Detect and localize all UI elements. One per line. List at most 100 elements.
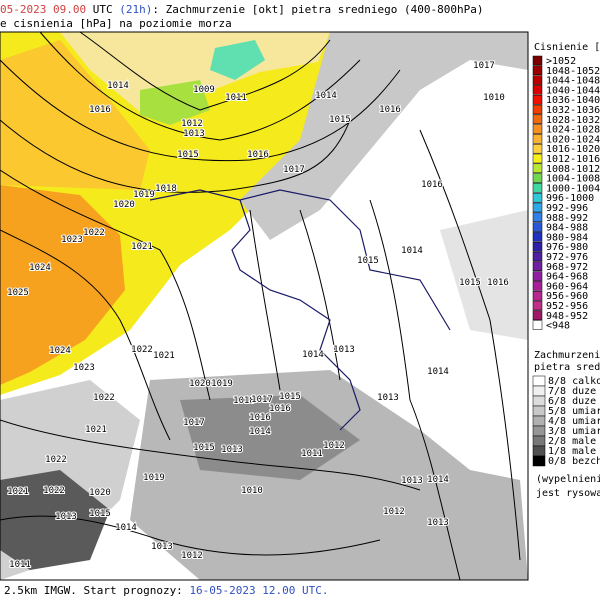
light-orange-zone [0, 40, 150, 190]
isobar-label: 1022 [45, 455, 67, 465]
isobar [369, 199, 461, 581]
cyan-zone [210, 40, 265, 80]
legend-label: 1/8 male [548, 446, 596, 457]
isobar-label: 1020 [113, 200, 135, 210]
legend-label: 1028-1032 [546, 115, 600, 126]
legend-label: 980-984 [546, 232, 588, 243]
green-zone [140, 80, 210, 125]
isobar [249, 209, 281, 391]
legend-label: >1052 [546, 56, 576, 67]
isobar-label: 1016 [249, 413, 271, 423]
isobar-label: 1011 [225, 93, 247, 103]
isobar-label: 1017 [183, 418, 205, 428]
legend-swatch [532, 251, 543, 262]
isobar [0, 515, 381, 556]
legend-note: jest rysowa [536, 488, 600, 499]
legend-swatch [532, 290, 543, 301]
isobar-label: 1013 [151, 542, 173, 552]
legend-label: 4/8 umiar [548, 416, 600, 427]
isobar-label: 1024 [29, 263, 51, 273]
legend-label: 1000-1004 [546, 183, 600, 194]
isobar-label: 1019 [211, 379, 233, 389]
legend-swatch [532, 320, 543, 330]
legend: Cisnienie [hP >10521048-10521044-10481040… [532, 42, 600, 499]
legend-swatch [532, 163, 543, 174]
isobar-label: 1012 [323, 441, 345, 451]
isobar-label: 1017 [283, 165, 305, 175]
isobar-label: 1020 [189, 379, 211, 389]
isobar-label: 1013 [333, 345, 355, 355]
isobar-label: 1013 [427, 518, 449, 528]
isobar-label: 1017 [473, 61, 495, 71]
legend-swatch [532, 232, 543, 242]
legend-swatch [532, 455, 546, 467]
legend-label: 952-956 [546, 301, 588, 312]
header-segment: UTC [86, 3, 119, 16]
legend-label: 6/8 duze [548, 396, 596, 407]
isobar-label: 1016 [487, 278, 509, 288]
country-border [149, 189, 451, 331]
isobar [0, 119, 351, 193]
isobar-label: 1013 [55, 512, 77, 522]
isobar-label: 1016 [247, 150, 269, 160]
orange-zone [0, 185, 125, 385]
legend-label: 964-968 [546, 272, 588, 283]
legend-label: 5/8 umiar [548, 406, 600, 417]
isobar-label: 1010 [483, 93, 505, 103]
isobar-label: 1015 [89, 509, 111, 519]
legend-swatch [532, 300, 543, 311]
legend-label: <948 [546, 321, 570, 332]
isobar-label: 1015 [329, 115, 351, 125]
isobar [0, 169, 211, 401]
footer-segment: 2.5km IMGW. Start prognozy: [4, 584, 189, 597]
isobar-label: 1021 [131, 242, 153, 252]
isobar-label: 1014 [427, 475, 449, 485]
header-segment: 05-2023 [0, 3, 46, 16]
legend-label: 972-976 [546, 252, 588, 263]
country-border [231, 199, 361, 431]
isobar [0, 59, 401, 162]
legend-swatch [532, 241, 543, 252]
isobar-label: 1022 [43, 486, 65, 496]
legend-label: 1016-1020 [546, 144, 600, 155]
cloud-patch [440, 210, 528, 340]
isobar-label: 1013 [221, 445, 243, 455]
legend-swatch [532, 281, 543, 291]
legend-swatch [532, 55, 543, 66]
legend-label: 1044-1048 [546, 76, 600, 87]
legend-swatch [532, 104, 543, 115]
legend-swatch [532, 192, 543, 203]
legend-label: 8/8 calkow [548, 376, 600, 387]
footer-segment: UTC. [295, 584, 328, 597]
legend-swatch [532, 405, 546, 417]
legend-swatch [532, 143, 543, 154]
isobar-label: 1011 [9, 560, 31, 570]
footer-segment: 12.00 [262, 584, 295, 597]
isobar-label: 1018 [155, 184, 177, 194]
isobar-label: 1012 [181, 119, 203, 129]
isobar-label: 1025 [7, 288, 29, 298]
isobar-label: 1021 [85, 425, 107, 435]
isobar-label: 1015 [177, 150, 199, 160]
isobar-label: 1016 [379, 105, 401, 115]
legend-label: 1040-1044 [546, 85, 600, 96]
isobar-label: 1011 [301, 449, 323, 459]
isobar [39, 31, 361, 141]
legend-label: 2/8 male [548, 436, 596, 447]
isobar-label: 1010 [241, 486, 263, 496]
isobar-label: 1016 [89, 105, 111, 115]
legend-label: 7/8 duze [548, 386, 596, 397]
isobar-label: 1014 [249, 427, 271, 437]
isobar-label: 1017 [251, 395, 273, 405]
isobar-label: 1020 [89, 488, 111, 498]
header-segment: : Zachmurzenie [okt] pietra sredniego (4… [152, 3, 483, 16]
legend-label: 968-972 [546, 262, 588, 273]
map-frame [0, 31, 529, 581]
isobar [299, 209, 341, 381]
isobar-label: 1018 [233, 396, 255, 406]
isobar-label: 1014 [115, 523, 137, 533]
header-segment: (21h) [119, 3, 152, 16]
legend-label: 1032-1036 [546, 105, 600, 116]
